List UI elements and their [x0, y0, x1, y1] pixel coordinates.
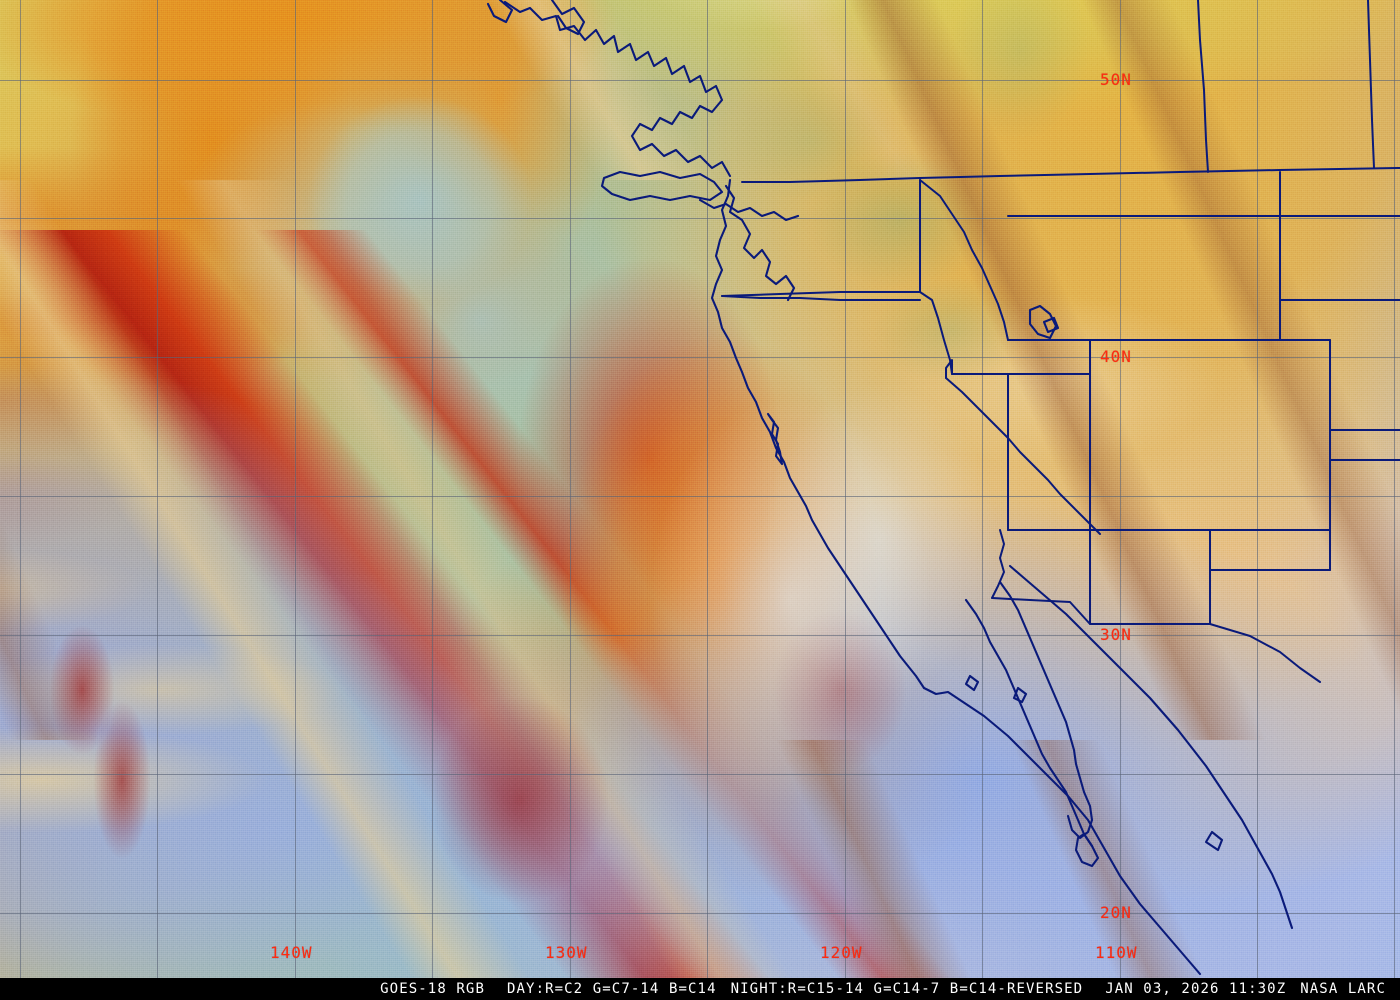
caption-bar: GOES-18 RGB DAY:R=C2 G=C7-14 B=C14 NIGHT…: [0, 978, 1400, 1000]
caption-source: NASA LARC: [1300, 981, 1386, 997]
caption-timestamp: JAN 03, 2026 11:30Z: [1105, 981, 1287, 997]
caption-night-recipe: NIGHT:R=C15-14 G=C14-7 B=C14-REVERSED: [730, 981, 1084, 997]
caption-product-title: GOES-18 RGB: [380, 981, 485, 997]
caption-day-recipe: DAY:R=C2 G=C7-14 B=C14: [506, 981, 717, 997]
